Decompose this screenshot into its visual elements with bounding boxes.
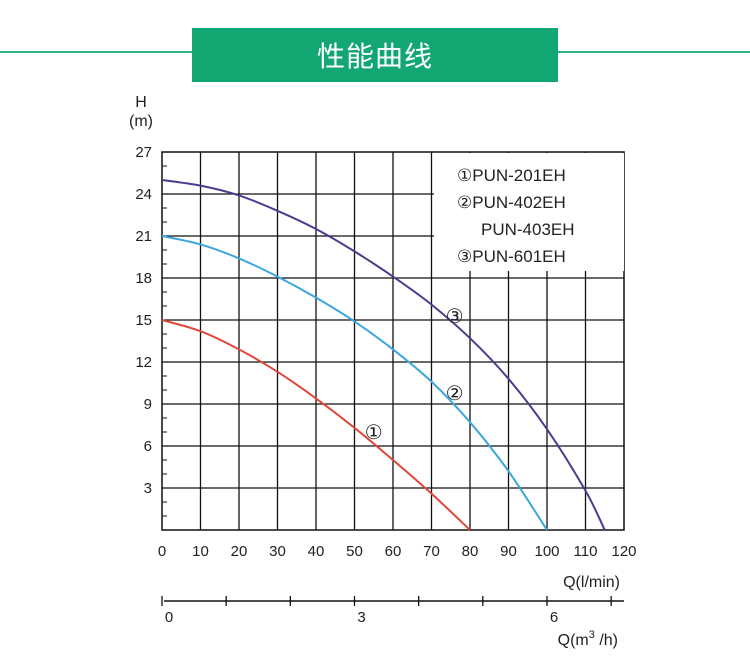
- x-tick-label: 50: [346, 543, 363, 560]
- legend: ①PUN-201EH ②PUN-402EH PUN-403EH ③PUN-601EH: [457, 166, 575, 266]
- x-tick-label: 80: [462, 543, 479, 560]
- secondary-x-axis-ticks: 0 3 6: [161, 596, 612, 626]
- secondary-x-axis-title-base: Q(m: [558, 632, 589, 649]
- x-tick-label: 40: [308, 543, 325, 560]
- curves: ① ② ③: [161, 179, 606, 531]
- y-tick-label: 3: [144, 480, 152, 497]
- plot-frame: [161, 151, 625, 531]
- x-tick-label: 30: [269, 543, 286, 560]
- x-tick-label: 100: [534, 543, 559, 560]
- legend-entry: ③PUN-601EH: [457, 247, 566, 266]
- x-tick-label: 90: [500, 543, 517, 560]
- y-tick-label: 27: [135, 144, 152, 161]
- curve-3-pun-601eh: [161, 179, 606, 531]
- x-tick-label: 110: [574, 543, 598, 560]
- page-title-text: 性能曲线: [316, 40, 433, 73]
- legend-entry: ①PUN-201EH: [457, 166, 566, 185]
- legend-entry: ②PUN-402EH: [457, 193, 566, 212]
- curve-label: ③: [446, 304, 464, 328]
- x-axis-title: Q(l/min): [563, 574, 620, 591]
- y-tick-label: 6: [144, 438, 152, 455]
- legend-box: [434, 153, 624, 271]
- x-tick-label: 20: [231, 543, 248, 560]
- y-tick-label: 18: [135, 270, 152, 287]
- x-tick-label: 70: [423, 543, 440, 560]
- x-tick-label: 0: [158, 543, 166, 560]
- secondary-x-tick-label: 0: [165, 609, 173, 626]
- y-tick-label: 21: [135, 228, 152, 245]
- y-axis-ticks: 27 24 21 18 15 12 9 6 3: [135, 144, 152, 497]
- x-axis-ticks: 0 10 20 30 40 50 60 70 80 90 100 110 120: [158, 543, 637, 560]
- secondary-x-axis-title: Q(m3 /h): [558, 629, 618, 649]
- secondary-x-axis-title-end: /h): [595, 632, 618, 649]
- curve-label: ①: [365, 420, 383, 444]
- secondary-x-tick-label: 3: [357, 609, 365, 626]
- y-tick-label: 15: [135, 312, 152, 329]
- y-axis-title: H: [135, 94, 147, 111]
- curve-1-pun-201eh: [161, 319, 471, 531]
- x-tick-label: 120: [611, 543, 636, 560]
- secondary-x-tick-label: 6: [550, 609, 558, 626]
- curve-label: ②: [446, 381, 464, 405]
- y-axis-unit: (m): [129, 113, 153, 130]
- y-tick-label: 24: [135, 186, 152, 203]
- secondary-x-axis-title-sup: 3: [589, 629, 595, 641]
- y-tick-label: 9: [144, 396, 152, 413]
- x-tick-label: 10: [192, 543, 209, 560]
- legend-entry: PUN-403EH: [481, 220, 575, 239]
- page-title: 性能曲线: [192, 28, 558, 82]
- y-tick-label: 12: [135, 354, 152, 371]
- curve-2-pun-402eh-403eh: [161, 235, 548, 531]
- x-tick-label: 60: [385, 543, 402, 560]
